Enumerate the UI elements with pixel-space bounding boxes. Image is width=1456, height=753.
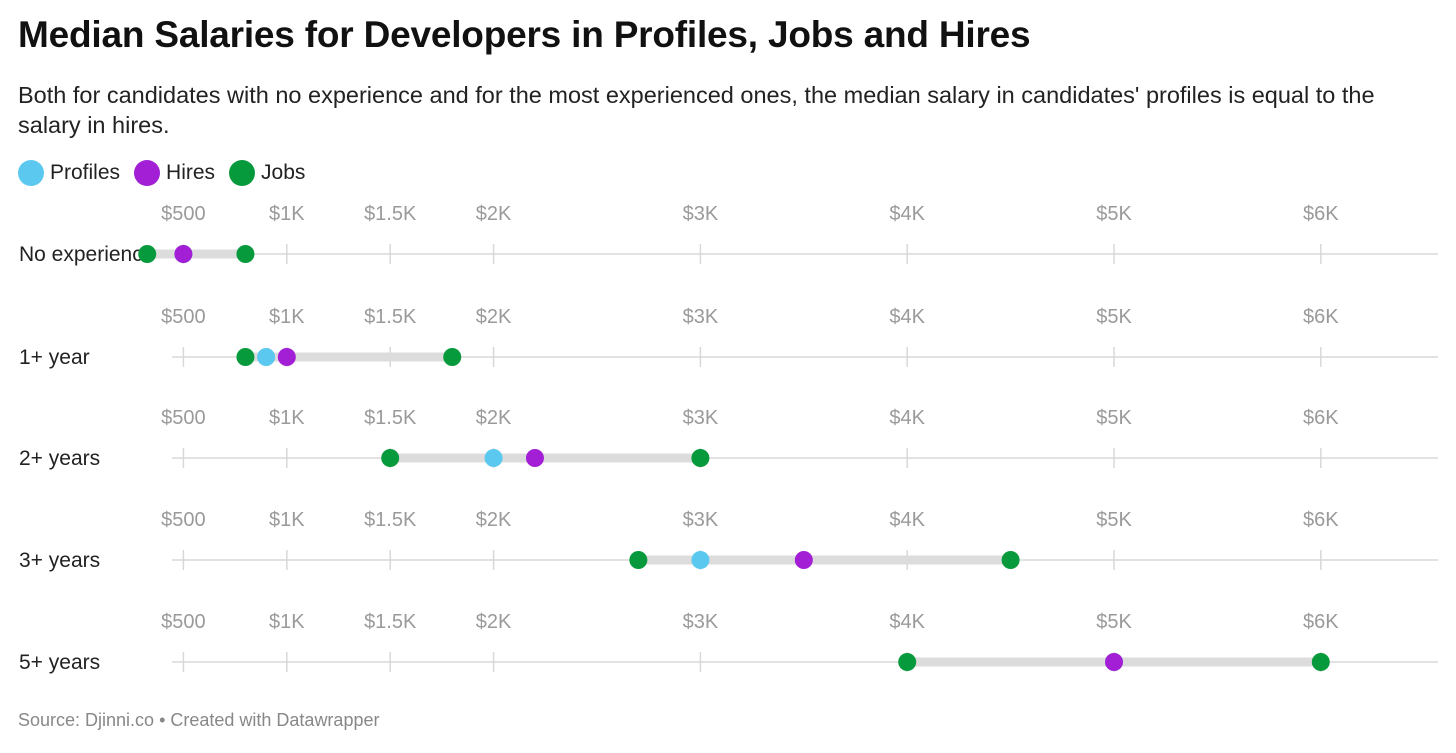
row-label-1plus-year: 1+ year [19, 346, 90, 369]
tick-label: $1K [269, 306, 305, 328]
tick-label: $5K [1096, 306, 1132, 328]
hires-dot [525, 449, 544, 467]
tick-label: $4K [889, 509, 925, 531]
tick-label: $5K [1096, 407, 1132, 429]
legend-item-jobs: Jobs [229, 160, 305, 186]
tick-label: $1.5K [364, 509, 417, 531]
tick-label: $1.5K [364, 203, 417, 225]
tick-label: $3K [683, 407, 719, 429]
legend-label-hires: Hires [166, 161, 216, 184]
jobs-min-dot [629, 551, 648, 569]
tick-label: $3K [683, 509, 719, 531]
profiles-dot [691, 551, 710, 569]
tick-label: $4K [889, 306, 925, 328]
tick-label: $2K [476, 611, 512, 633]
legend-label-profiles: Profiles [50, 161, 121, 184]
profiles-dot [257, 348, 276, 366]
legend-swatch-jobs [229, 160, 256, 186]
legend: Profiles Hires Jobs [18, 160, 319, 186]
tick-label: $2K [476, 509, 512, 531]
tick-label: $1K [269, 407, 305, 429]
tick-label: $500 [161, 407, 206, 429]
chart-subtitle: Both for candidates with no experience a… [18, 82, 1375, 138]
tick-label: $2K [476, 203, 512, 225]
tick-label: $5K [1096, 203, 1132, 225]
tick-label: $500 [161, 306, 206, 328]
jobs-max-dot [1311, 653, 1330, 671]
tick-label: $1.5K [364, 611, 417, 633]
tick-label: $3K [683, 611, 719, 633]
row-label-3plus-years: 3+ years [19, 549, 100, 572]
tick-label: $4K [889, 611, 925, 633]
jobs-min-dot [138, 245, 157, 263]
tick-label: $2K [476, 407, 512, 429]
chart-title: Median Salaries for Developers in Profil… [18, 14, 1031, 55]
tick-label: $5K [1096, 509, 1132, 531]
legend-label-jobs: Jobs [261, 161, 306, 184]
tick-label: $500 [161, 611, 206, 633]
jobs-min-dot [236, 348, 255, 366]
tick-label: $6K [1303, 407, 1339, 429]
jobs-min-dot [381, 449, 400, 467]
hires-dot [1105, 653, 1123, 671]
legend-item-profiles: Profiles [18, 160, 120, 186]
jobs-max-dot [691, 449, 710, 467]
tick-label: $500 [161, 203, 206, 225]
tick-label: $1K [269, 611, 305, 633]
tick-label: $6K [1303, 611, 1339, 633]
profiles-dot [484, 449, 503, 467]
legend-swatch-hires [134, 160, 161, 186]
tick-label: $3K [683, 203, 719, 225]
tick-label: $5K [1096, 611, 1132, 633]
legend-swatch-profiles [18, 160, 44, 186]
tick-label: $1.5K [364, 407, 417, 429]
tick-label: $500 [161, 509, 206, 531]
tick-label: $6K [1303, 509, 1339, 531]
jobs-max-dot [236, 245, 255, 263]
tick-label: $1K [269, 203, 305, 225]
hires-dot [794, 551, 813, 569]
tick-label: $4K [889, 203, 925, 225]
legend-item-hires: Hires [134, 160, 215, 186]
row-label-no-experience: No experience [19, 243, 154, 266]
tick-label: $6K [1303, 203, 1339, 225]
row-label-5plus-years: 5+ years [19, 651, 100, 674]
hires-dot [277, 348, 296, 366]
tick-label: $2K [476, 306, 512, 328]
tick-label: $3K [683, 306, 719, 328]
jobs-max-dot [443, 348, 462, 366]
jobs-min-dot [898, 653, 917, 671]
hires-dot [174, 245, 193, 263]
tick-label: $4K [889, 407, 925, 429]
row-label-2plus-years: 2+ years [19, 447, 100, 470]
jobs-max-dot [1001, 551, 1020, 569]
tick-label: $6K [1303, 306, 1339, 328]
source-note: Source: Djinni.co • Created with Datawra… [18, 710, 380, 730]
tick-label: $1K [269, 509, 305, 531]
tick-label: $1.5K [364, 306, 417, 328]
